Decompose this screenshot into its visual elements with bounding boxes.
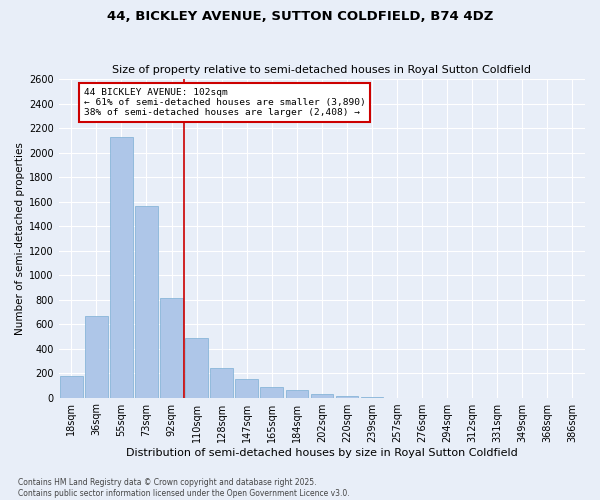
X-axis label: Distribution of semi-detached houses by size in Royal Sutton Coldfield: Distribution of semi-detached houses by … bbox=[126, 448, 518, 458]
Bar bbox=[60, 376, 83, 398]
Text: 44 BICKLEY AVENUE: 102sqm
← 61% of semi-detached houses are smaller (3,890)
38% : 44 BICKLEY AVENUE: 102sqm ← 61% of semi-… bbox=[84, 88, 365, 118]
Bar bbox=[110, 136, 133, 398]
Text: 44, BICKLEY AVENUE, SUTTON COLDFIELD, B74 4DZ: 44, BICKLEY AVENUE, SUTTON COLDFIELD, B7… bbox=[107, 10, 493, 23]
Bar bbox=[211, 368, 233, 398]
Text: Contains HM Land Registry data © Crown copyright and database right 2025.
Contai: Contains HM Land Registry data © Crown c… bbox=[18, 478, 350, 498]
Bar bbox=[286, 390, 308, 398]
Bar bbox=[235, 379, 258, 398]
Bar bbox=[160, 298, 183, 398]
Bar bbox=[335, 396, 358, 398]
Bar bbox=[311, 394, 333, 398]
Bar bbox=[135, 206, 158, 398]
Y-axis label: Number of semi-detached properties: Number of semi-detached properties bbox=[15, 142, 25, 335]
Bar bbox=[260, 386, 283, 398]
Bar bbox=[85, 316, 107, 398]
Title: Size of property relative to semi-detached houses in Royal Sutton Coldfield: Size of property relative to semi-detach… bbox=[112, 66, 532, 76]
Bar bbox=[185, 338, 208, 398]
